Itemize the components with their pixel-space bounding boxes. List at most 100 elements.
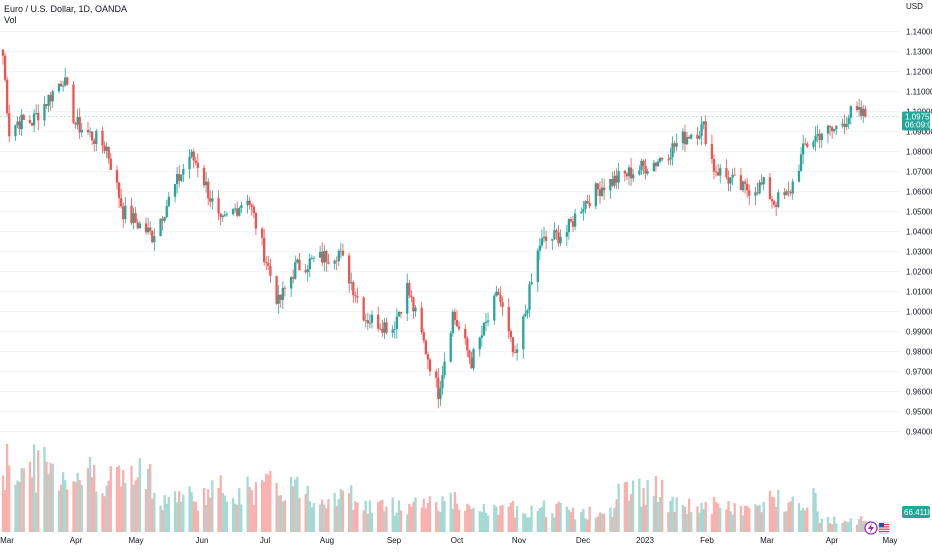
volume-bar xyxy=(88,456,92,532)
volume-bar xyxy=(310,507,314,532)
currency-label: USD xyxy=(906,2,923,11)
candle-body xyxy=(588,202,591,207)
candle-body xyxy=(515,349,519,353)
volume-bar xyxy=(209,497,212,532)
volume-bar xyxy=(526,517,529,532)
x-tick-label: Apr xyxy=(70,536,83,545)
candle-body xyxy=(435,371,438,378)
candle-body xyxy=(646,171,649,174)
candle-body xyxy=(414,307,417,312)
price-badge-value: 1.09755 xyxy=(905,113,932,122)
volume-bar xyxy=(509,502,513,532)
volume-bar xyxy=(219,475,222,532)
volume-bar xyxy=(501,505,504,532)
volume-bar xyxy=(5,443,9,532)
candle-body xyxy=(862,108,865,116)
candle-body xyxy=(204,181,208,186)
volume-bar xyxy=(64,480,67,532)
volume-bar xyxy=(468,505,471,532)
volume-bar xyxy=(484,512,488,532)
volume-bar xyxy=(729,511,732,532)
volume-bar xyxy=(855,524,859,532)
volume-bar xyxy=(122,470,125,532)
candle-body xyxy=(236,208,239,216)
candle-body xyxy=(341,250,345,256)
volume-bar xyxy=(428,496,432,532)
price-badge-countdown: 06:09:01 xyxy=(905,121,932,130)
candle-body xyxy=(428,359,432,372)
x-tick-label: Dec xyxy=(576,536,590,545)
candle-body xyxy=(362,297,365,321)
candle-body xyxy=(265,262,268,263)
candle-body xyxy=(167,196,170,207)
candle-body xyxy=(772,201,776,205)
volume-bar xyxy=(379,500,382,532)
volume-bar xyxy=(130,465,133,532)
volume-bar xyxy=(223,495,226,532)
candle-body xyxy=(144,223,148,233)
volume-bar xyxy=(687,498,691,532)
candle-body xyxy=(586,201,589,203)
volume-bar xyxy=(153,492,156,532)
candle-body xyxy=(524,313,527,317)
volume-bar xyxy=(350,485,353,532)
candle-body xyxy=(482,322,486,336)
volume-bar xyxy=(582,508,585,532)
volume-bar xyxy=(337,499,340,532)
volume-bar xyxy=(20,468,23,532)
candle-body xyxy=(733,174,736,176)
candle-body xyxy=(611,179,614,186)
chart-title: Euro / U.S. Dollar, 1D, OANDA xyxy=(4,4,128,14)
volume-bar xyxy=(646,480,649,532)
us-flag-stripe xyxy=(879,528,889,530)
volume-bar xyxy=(321,499,324,532)
candle-body xyxy=(35,112,38,114)
volume-bar xyxy=(538,507,542,532)
volume-bar xyxy=(727,500,730,532)
volume-bar xyxy=(341,490,345,532)
y-tick-label: 1.09000 xyxy=(906,128,932,137)
candle-body xyxy=(354,295,357,297)
candle-body xyxy=(843,123,846,128)
candle-body xyxy=(5,79,9,114)
volume-bar xyxy=(308,500,311,532)
candle-body xyxy=(727,177,730,184)
candle-body xyxy=(18,121,21,130)
candle-body xyxy=(397,311,401,317)
volume-bar xyxy=(470,509,473,532)
candle-body xyxy=(542,236,546,239)
candle-body xyxy=(644,165,647,174)
candle-body xyxy=(580,211,583,214)
volume-bar xyxy=(124,483,127,532)
y-tick-label: 1.03000 xyxy=(906,248,932,257)
volume-bar xyxy=(441,496,444,532)
volume-bar xyxy=(731,514,734,532)
x-tick-label: Mar xyxy=(760,536,774,545)
volume-bar xyxy=(86,468,90,532)
volume-bar xyxy=(281,501,284,532)
candle-body xyxy=(161,218,164,221)
candle-body xyxy=(526,310,529,314)
volume-bar xyxy=(192,501,195,532)
volume-bar xyxy=(101,493,104,532)
candle-body xyxy=(105,146,108,151)
volume-bar xyxy=(758,504,761,532)
volume-bar xyxy=(673,511,676,532)
volume-bar xyxy=(78,479,81,532)
volume-bar xyxy=(18,481,21,532)
candle-body xyxy=(3,55,7,80)
candle-body xyxy=(86,129,90,133)
candle-body xyxy=(221,215,224,218)
volume-bar xyxy=(412,501,415,532)
volume-bar xyxy=(826,517,830,532)
volume-bar xyxy=(120,486,123,532)
candle-body xyxy=(80,129,83,133)
candle-body xyxy=(791,181,794,194)
candle-body xyxy=(797,170,801,182)
candle-body xyxy=(391,329,394,333)
candle-body xyxy=(754,192,757,196)
candle-body xyxy=(667,159,670,161)
volume-bar xyxy=(835,523,838,532)
